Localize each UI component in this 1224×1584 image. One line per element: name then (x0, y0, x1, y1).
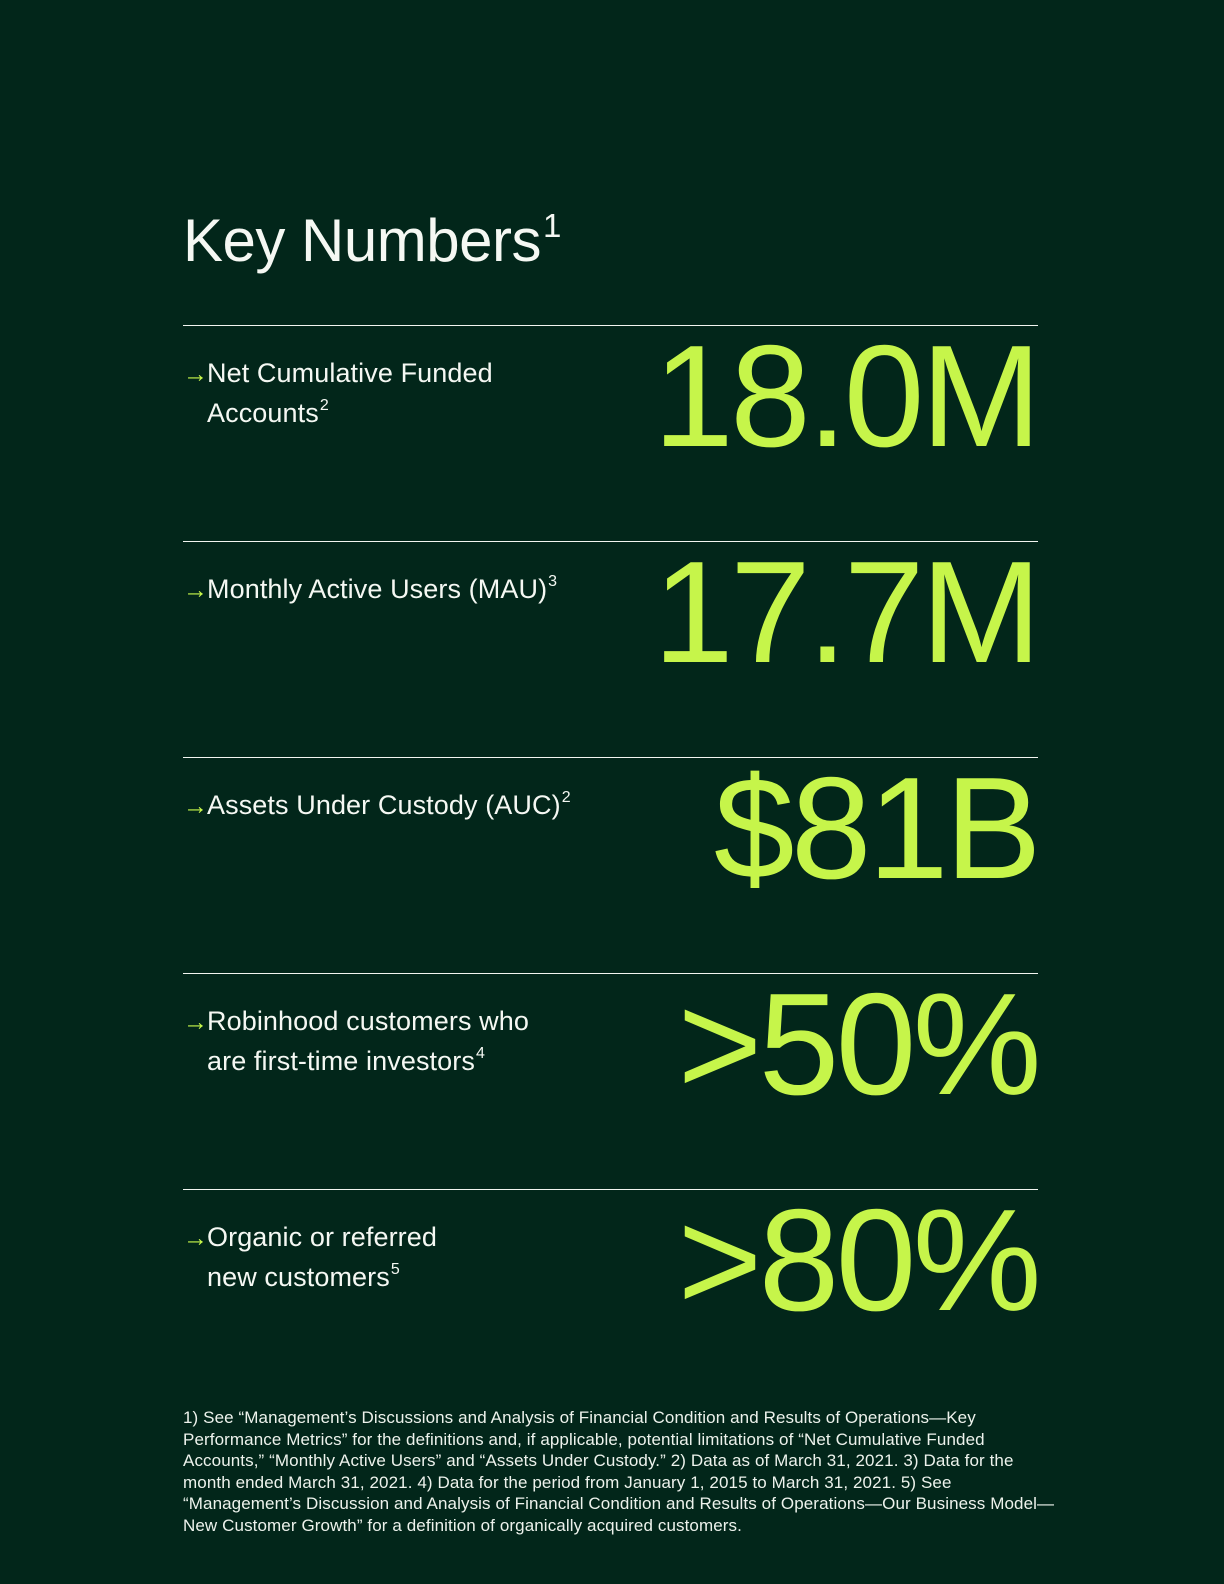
footnote-ref: 2 (319, 396, 329, 414)
metric-label: → Monthly Active Users (MAU)3 (183, 570, 557, 610)
footnote-ref: 3 (548, 573, 558, 590)
metric-label-text: Net Cumulative Funded Accounts2 (207, 358, 493, 428)
metric-label-text: Assets Under Custody (AUC)2 (207, 789, 571, 820)
metric-label: → Net Cumulative Funded Accounts2 (183, 354, 493, 434)
footnote-ref: 2 (561, 789, 571, 806)
arrow-right-icon: → (183, 1008, 209, 1036)
metric-value: >80% (677, 1179, 1042, 1341)
metric-row-net-cumulative-funded-accounts: → Net Cumulative Funded Accounts2 18.0M (183, 315, 1042, 541)
metric-value: $81B (713, 747, 1042, 909)
metric-row-first-time-investors: → Robinhood customers who are first-time … (183, 963, 1042, 1189)
arrow-right-icon: → (183, 360, 209, 388)
metric-row-assets-under-custody: → Assets Under Custody (AUC)2 $81B (183, 747, 1042, 973)
metric-label-text: Organic or referred new customers5 (207, 1222, 437, 1292)
arrow-right-icon: → (183, 576, 209, 604)
page-title: Key Numbers1 (183, 205, 561, 277)
footnote-ref: 4 (475, 1044, 485, 1062)
footnote-ref: 5 (390, 1260, 400, 1278)
metric-label: → Organic or referred new customers5 (183, 1218, 437, 1298)
metric-row-organic-referred-customers: → Organic or referred new customers5 >80% (183, 1179, 1042, 1405)
metric-value: 18.0M (653, 315, 1041, 477)
metrics-list: → Net Cumulative Funded Accounts2 18.0M →… (183, 315, 1042, 1405)
metric-label: → Assets Under Custody (AUC)2 (183, 786, 571, 826)
arrow-right-icon: → (183, 792, 209, 820)
metric-value: >50% (677, 963, 1042, 1125)
metric-value: 17.7M (653, 531, 1041, 693)
metric-label: → Robinhood customers who are first-time … (183, 1002, 529, 1082)
title-footnote-ref: 1 (542, 207, 561, 245)
metric-label-text: Monthly Active Users (MAU)3 (207, 573, 558, 604)
metric-row-monthly-active-users: → Monthly Active Users (MAU)3 17.7M (183, 531, 1042, 757)
footnotes: 1) See “Management’s Discussions and Ana… (183, 1408, 1055, 1535)
arrow-right-icon: → (183, 1224, 209, 1252)
page-title-text: Key Numbers (183, 207, 541, 275)
metric-label-text: Robinhood customers who are first-time in… (207, 1006, 529, 1076)
